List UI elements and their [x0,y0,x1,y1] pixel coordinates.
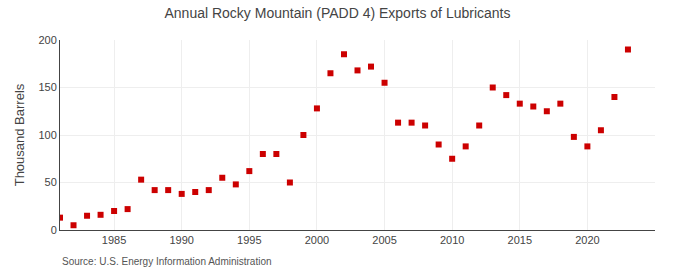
svg-text:2015: 2015 [508,234,532,246]
svg-text:0: 0 [51,224,57,236]
svg-text:150: 150 [38,81,56,93]
svg-text:1995: 1995 [237,234,261,246]
svg-text:1985: 1985 [102,234,126,246]
svg-text:Annual Rocky Mountain (PADD 4): Annual Rocky Mountain (PADD 4) Exports o… [164,5,510,21]
svg-text:2010: 2010 [440,234,464,246]
svg-text:50: 50 [45,176,57,188]
svg-text:2000: 2000 [305,234,329,246]
svg-text:200: 200 [38,34,56,46]
svg-text:100: 100 [38,129,56,141]
svg-text:Source: U.S. Energy Informatio: Source: U.S. Energy Information Administ… [62,256,272,267]
svg-text:1990: 1990 [169,234,193,246]
svg-text:Thousand Barrels: Thousand Barrels [12,83,27,186]
svg-text:2005: 2005 [372,234,396,246]
svg-text:2020: 2020 [575,234,599,246]
